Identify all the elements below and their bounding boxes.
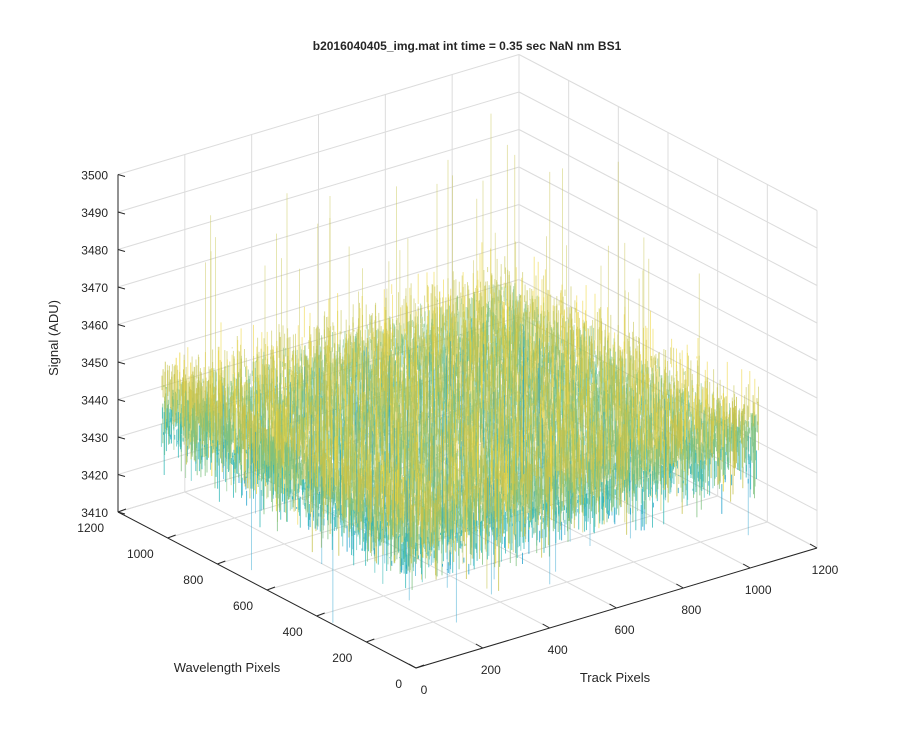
x-tick-label: 0 — [421, 683, 428, 697]
z-tick-mark — [117, 324, 126, 327]
y-tick-mark — [167, 534, 176, 539]
x-tick-label: 200 — [481, 663, 501, 677]
z-tick-mark — [117, 211, 126, 215]
y-tick-label: 400 — [283, 625, 303, 639]
y-tick-mark — [117, 508, 127, 513]
y-tick-label: 1000 — [127, 547, 154, 561]
grid-line — [117, 241, 520, 363]
z-tick-mark — [117, 511, 126, 515]
y-tick-mark — [415, 664, 425, 669]
y-tick-mark — [366, 638, 375, 643]
grid-line — [117, 91, 520, 213]
z-tick-label: 3420 — [81, 469, 108, 483]
x-tick-label: 600 — [614, 623, 634, 637]
y-tick-mark — [217, 560, 226, 565]
x-tick-label: 800 — [681, 603, 701, 617]
y-tick-label: 800 — [183, 573, 203, 587]
chart-title: b2016040405_img.mat int time = 0.35 sec … — [313, 39, 622, 53]
grid-line — [518, 54, 818, 211]
z-axis-label: Signal (ADU) — [46, 300, 61, 376]
grid-line — [366, 521, 768, 643]
grid-line — [518, 204, 818, 361]
z-tick-mark — [117, 249, 126, 252]
y-tick-label: 0 — [395, 677, 402, 691]
grid-line — [518, 129, 818, 286]
y-tick-label: 200 — [332, 651, 352, 665]
y-tick-mark — [266, 586, 276, 591]
x-tick-mark — [475, 643, 484, 649]
x-tick-label: 1000 — [745, 583, 772, 597]
grid-line — [518, 91, 818, 249]
x-tick-mark — [609, 603, 617, 609]
z-tick-mark — [117, 399, 126, 402]
grid-line — [518, 279, 818, 436]
z-tick-label: 3450 — [81, 356, 108, 370]
grid-line — [518, 241, 818, 399]
x-tick-mark — [809, 543, 818, 549]
x-tick-mark — [542, 623, 550, 629]
z-tick-label: 3480 — [81, 244, 108, 258]
x-tick-label: 400 — [548, 643, 568, 657]
grid-line — [117, 54, 520, 175]
grid-line — [117, 204, 520, 325]
z-tick-mark — [117, 474, 126, 477]
z-tick-label: 3410 — [81, 506, 108, 520]
tick-labels: 0 200 400 600 800 1000 1200 0 200 400 600 800 1000 12… — [77, 169, 838, 698]
grid-line — [518, 166, 818, 324]
z-tick-mark — [117, 436, 126, 440]
y-tick-mark — [316, 612, 325, 617]
z-tick-label: 3460 — [81, 319, 108, 333]
grid-line — [117, 129, 520, 250]
z-tick-mark — [117, 174, 126, 177]
x-tick-label: 1200 — [812, 563, 839, 577]
grid-line — [117, 166, 520, 288]
z-tick-label: 3490 — [81, 206, 108, 220]
axes-lines — [117, 174, 818, 669]
x-tick-mark — [676, 583, 684, 589]
y-axis-label: Wavelength Pixels — [174, 660, 281, 675]
z-tick-label: 3430 — [81, 431, 108, 445]
z-tick-label: 3500 — [81, 169, 108, 183]
x-axis-label: Track Pixels — [580, 670, 651, 685]
y-tick-label: 1200 — [77, 521, 104, 535]
z-tick-mark — [117, 361, 126, 365]
z-tick-mark — [117, 286, 126, 290]
y-tick-label: 600 — [233, 599, 253, 613]
x-tick-mark — [742, 563, 751, 569]
surface-plot — [160, 113, 759, 623]
z-tick-label: 3440 — [81, 394, 108, 408]
z-tick-label: 3470 — [81, 281, 108, 295]
x-tick-mark — [408, 663, 417, 669]
